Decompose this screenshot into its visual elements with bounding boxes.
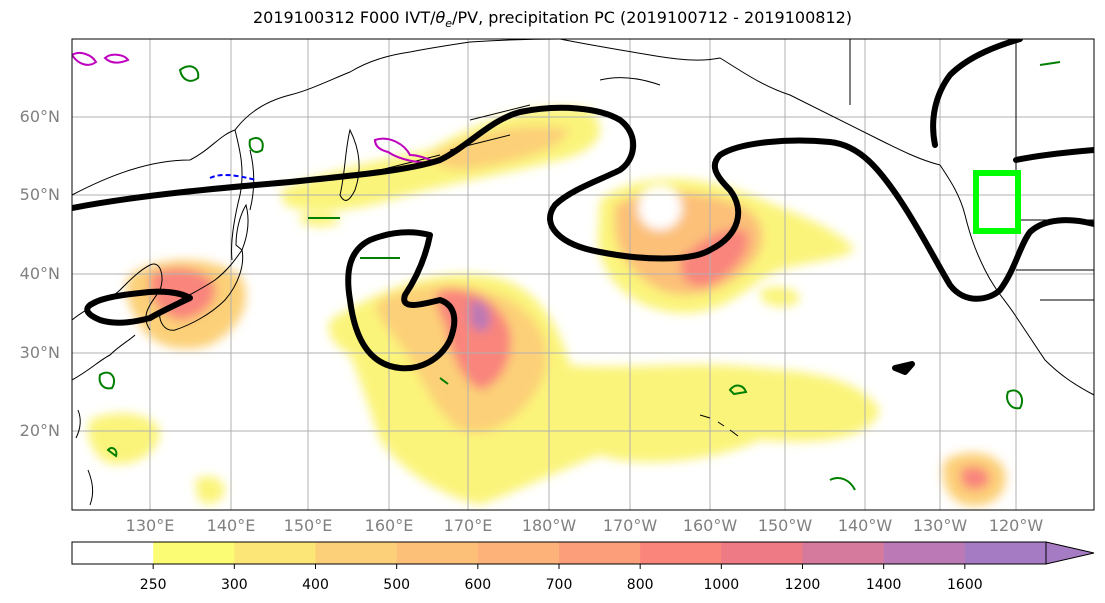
colorbar-cell — [153, 542, 235, 564]
target-region-box — [973, 170, 1021, 234]
colorbar-tick-label: 1400 — [865, 577, 902, 593]
figure-title: 2019100312 F000 IVT/θe/PV, precipitation… — [252, 8, 853, 31]
lon-label-150e: 150°E — [283, 516, 333, 535]
colorbar-cell — [964, 542, 1047, 564]
graticule — [72, 39, 1094, 510]
colorbar-cell — [315, 542, 398, 564]
lat-label-30n: 30°N — [19, 343, 60, 362]
lon-label-120w: 120°W — [988, 516, 1044, 535]
lon-label-170w: 170°W — [602, 516, 658, 535]
colorbar-cell — [72, 542, 154, 564]
colorbar-cell — [640, 542, 722, 564]
colorbar-tick-label: 1000 — [703, 577, 740, 593]
lon-label-130w: 130°W — [912, 516, 968, 535]
lat-label-40n: 40°N — [19, 264, 60, 283]
colorbar-cell — [234, 542, 316, 564]
lat-label-60n: 60°N — [19, 107, 60, 126]
lon-label-170e: 170°E — [443, 516, 493, 535]
lon-label-140e: 140°E — [206, 516, 256, 535]
ivt-contours — [72, 39, 1094, 375]
colorbar-tick-label: 800 — [626, 577, 654, 593]
precipitation-shading — [88, 107, 1006, 506]
lon-label-150w: 150°W — [757, 516, 813, 535]
lat-label-50n: 50°N — [19, 185, 60, 204]
colorbar-cell — [883, 542, 966, 564]
colorbar-cell — [721, 542, 803, 564]
lon-label-160w: 160°W — [682, 516, 738, 535]
colorbar-tick-label: 300 — [220, 577, 248, 593]
pv-contours-blue — [209, 173, 257, 181]
lon-label-140w: 140°W — [837, 516, 893, 535]
colorbar-cell — [559, 542, 641, 564]
lon-label-160e: 160°E — [364, 516, 414, 535]
colorbar-tick-label: 600 — [464, 577, 492, 593]
colorbar-tick-label: 250 — [139, 577, 167, 593]
colorbar-tick-label: 1600 — [947, 577, 983, 593]
colorbar-extend-arrow — [1045, 541, 1095, 565]
pv-contours-green — [98, 61, 1061, 491]
colorbar-tick-label: 500 — [383, 577, 411, 593]
lat-label-20n: 20°N — [19, 421, 60, 440]
colorbar-cell — [396, 542, 479, 564]
colorbar-tick-label: 1200 — [784, 577, 821, 593]
lon-label-180w: 180°W — [521, 516, 577, 535]
colorbar-frame — [71, 541, 1047, 565]
lon-label-130e: 130°E — [125, 516, 175, 535]
colorbar — [71, 541, 1095, 569]
colorbar-tick-label: 400 — [302, 577, 329, 593]
colorbar-cell — [477, 542, 560, 564]
map-frame — [71, 38, 1095, 511]
colorbar-cell — [802, 542, 885, 564]
colorbar-tick-label: 700 — [545, 577, 573, 593]
